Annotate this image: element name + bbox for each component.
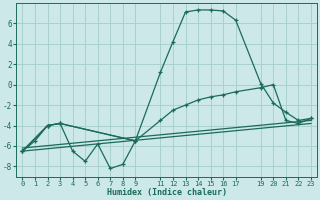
X-axis label: Humidex (Indice chaleur): Humidex (Indice chaleur)	[107, 188, 227, 197]
